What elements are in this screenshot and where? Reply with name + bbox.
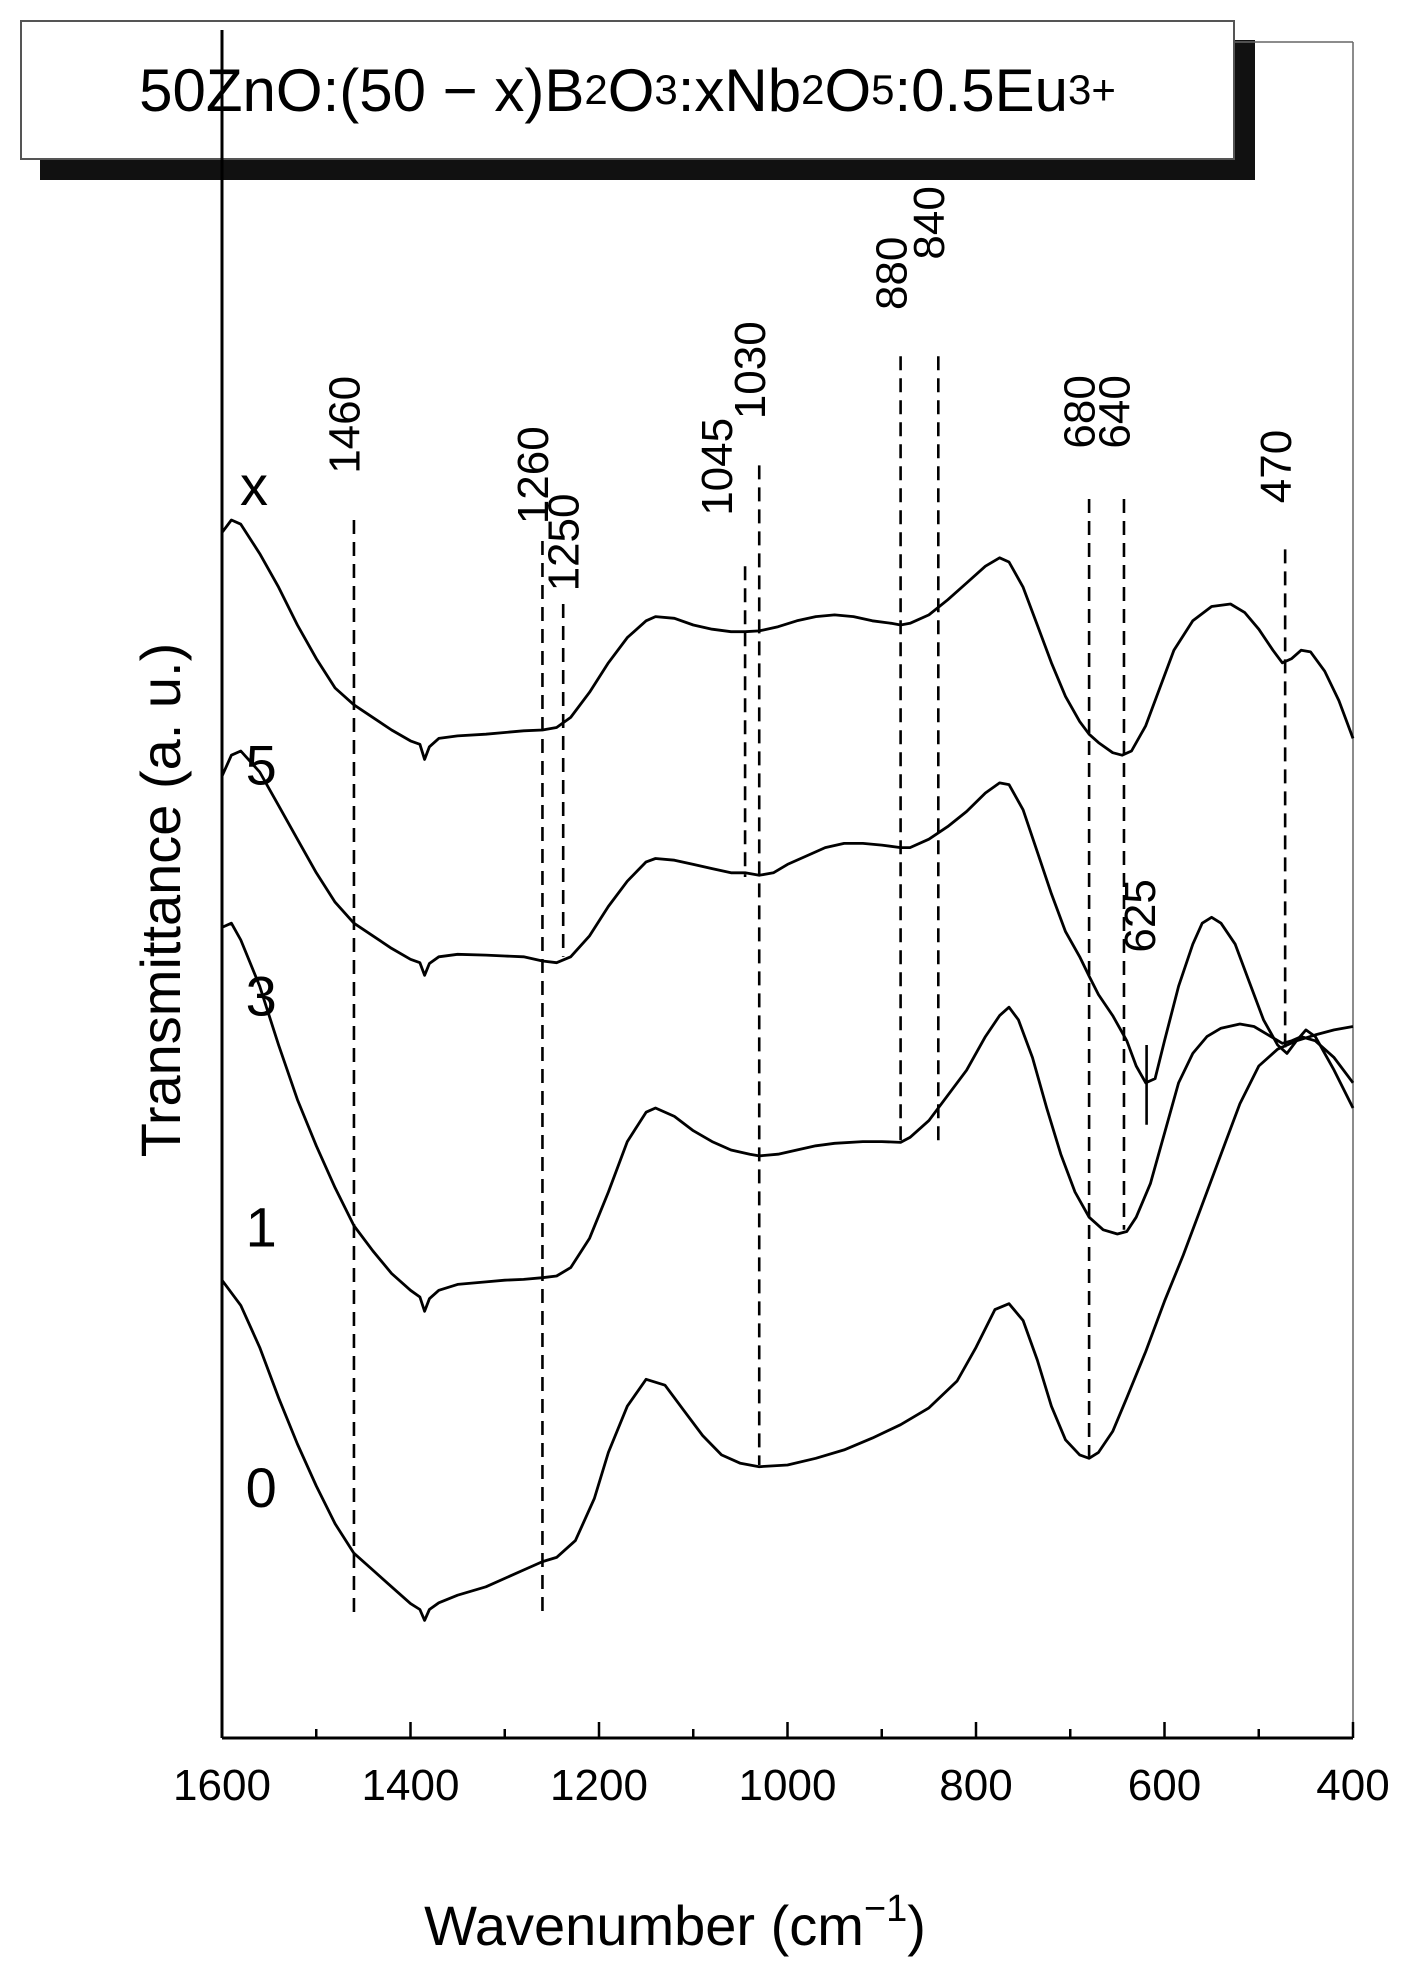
spectrum-x-1 <box>221 921 1355 1313</box>
spectrum-x-3 <box>220 749 1355 1109</box>
y-axis-label: Transmittance (a. u.) <box>129 643 192 1158</box>
x-tick-label: 1600 <box>173 1761 271 1810</box>
x-tick-label: 1400 <box>362 1761 460 1810</box>
band-guide-lines <box>352 356 1287 1612</box>
band-label-1250: 1250 <box>539 494 588 592</box>
x-tick-label: 400 <box>1316 1761 1389 1810</box>
x-tick-label: 600 <box>1128 1761 1201 1810</box>
band-label-880: 880 <box>867 237 916 310</box>
band-label-1260: 1260 <box>509 426 558 524</box>
band-label-840: 840 <box>905 186 954 259</box>
series-label-1: 1 <box>246 1196 277 1259</box>
x-tick-label: 800 <box>939 1761 1012 1810</box>
band-label-1460: 1460 <box>321 376 370 474</box>
spectrum-x-5 <box>220 518 1355 761</box>
band-label-1030: 1030 <box>726 321 775 419</box>
spectra-curves <box>220 518 1355 1622</box>
series-label-5: 5 <box>246 734 277 797</box>
band-label-625: 625 <box>1116 879 1165 952</box>
plot-frame <box>220 30 1354 1740</box>
spectrum-x-0 <box>220 1025 1354 1622</box>
x-axis-ticks: 1600 1400 1200 1000 800 600 400 <box>173 1722 1390 1810</box>
x-tick-label: 1200 <box>550 1761 648 1810</box>
band-label-640: 640 <box>1091 375 1140 448</box>
band-label-470: 470 <box>1252 430 1301 503</box>
band-label-1045: 1045 <box>693 418 742 516</box>
x-tick-label: 1000 <box>739 1761 837 1810</box>
band-label-680: 680 <box>1056 375 1105 448</box>
x-axis-label: Wavenumber (cm−1) <box>424 1888 926 1957</box>
series-label-0: 0 <box>246 1456 277 1519</box>
series-header-x: x <box>240 454 268 517</box>
composition-title: 50ZnO:(50 − x)B 2 O 3:xNb 2 O 5:0.5Eu 3+ <box>139 56 1116 124</box>
series-label-3: 3 <box>246 965 277 1028</box>
